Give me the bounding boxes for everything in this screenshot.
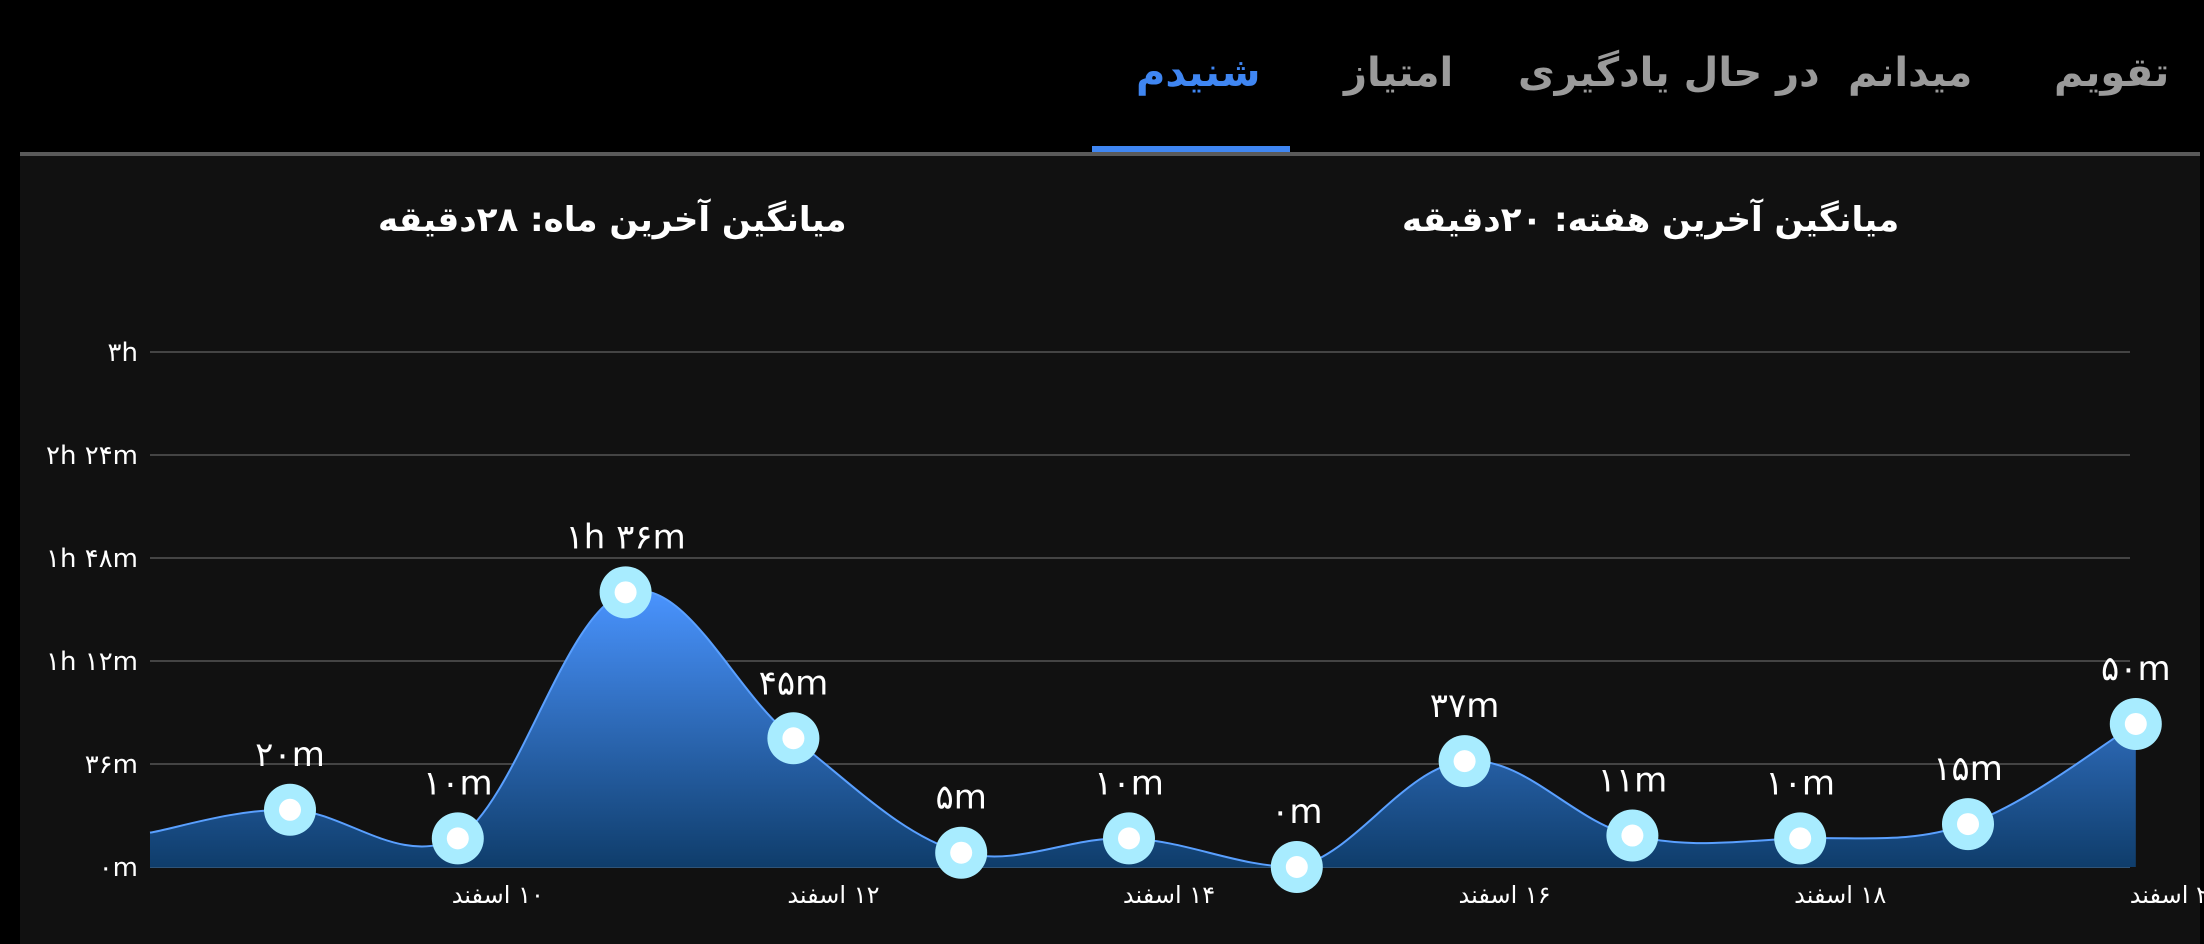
data-point-dot bbox=[614, 581, 637, 604]
tab-bar: تقویم میدانم در حال یادگیری امتیاز شنیدم bbox=[0, 0, 2204, 153]
tab-learning[interactable]: در حال یادگیری bbox=[1518, 50, 1820, 96]
data-point-label: ۱۰m bbox=[1765, 763, 1835, 803]
data-point-label: ۱۵m bbox=[1933, 749, 2003, 789]
data-point-dot bbox=[1453, 750, 1476, 773]
y-tick-label: ۳h bbox=[108, 338, 138, 368]
data-point-label: ۳۷m bbox=[1430, 686, 1500, 726]
data-point-dot bbox=[1285, 856, 1308, 878]
tabs-divider bbox=[20, 152, 2200, 156]
x-tick-label: ۱۰ اسفند bbox=[452, 881, 544, 909]
tab-calendar[interactable]: تقویم bbox=[2054, 50, 2170, 96]
x-tick-label: ۱۴ اسفند bbox=[1123, 881, 1215, 909]
data-point-dot bbox=[950, 841, 973, 864]
data-point-label: ۰m bbox=[1271, 792, 1322, 832]
x-tick-label: ۱۶ اسفند bbox=[1459, 881, 1551, 909]
data-point-label: ۱۰m bbox=[1094, 763, 1164, 803]
active-tab-indicator bbox=[1092, 146, 1290, 153]
data-point-label: ۱۱m bbox=[1598, 761, 1668, 801]
data-point-label: ۱h ۳۶m bbox=[565, 517, 685, 557]
weekly-average-title: میانگین آخرین هفته: ۲۰دقیقه bbox=[1402, 200, 1900, 240]
monthly-average-title: میانگین آخرین ماه: ۲۸دقیقه bbox=[378, 200, 847, 240]
data-point-label: ۴۵m bbox=[759, 663, 829, 703]
x-tick-label: ۲۰ اسفند bbox=[2130, 881, 2204, 909]
data-point-label: ۲۰m bbox=[255, 735, 325, 775]
data-point-dot bbox=[1118, 827, 1140, 850]
data-point-dot bbox=[1621, 824, 1644, 847]
data-point-dot bbox=[1957, 813, 1979, 836]
tab-heard[interactable]: شنیدم bbox=[1136, 50, 1261, 96]
data-point-dot bbox=[446, 827, 469, 850]
data-point-dot bbox=[1789, 827, 1812, 850]
data-point-dot bbox=[782, 727, 805, 750]
y-tick-label: ۱h ۱۲m bbox=[46, 647, 138, 677]
y-tick-label: ۰m bbox=[99, 853, 138, 883]
y-tick-label: ۲h ۲۴m bbox=[46, 441, 138, 471]
data-point-dot bbox=[279, 798, 301, 821]
y-tick-label: ۳۶m bbox=[85, 750, 138, 780]
tab-known[interactable]: میدانم bbox=[1848, 50, 1973, 96]
y-tick-label: ۱h ۴۸m bbox=[46, 544, 138, 574]
x-tick-label: ۱۲ اسفند bbox=[787, 881, 879, 909]
data-point-label: ۵۰m bbox=[2101, 649, 2171, 689]
stats-panel bbox=[20, 156, 2200, 944]
area-fill bbox=[150, 590, 2136, 867]
data-point-dot bbox=[2124, 712, 2147, 735]
tab-score[interactable]: امتیاز bbox=[1344, 50, 1454, 96]
data-point-label: ۱۰m bbox=[423, 763, 493, 803]
x-tick-label: ۱۸ اسفند bbox=[1794, 881, 1886, 909]
data-point-label: ۵m bbox=[936, 778, 987, 818]
